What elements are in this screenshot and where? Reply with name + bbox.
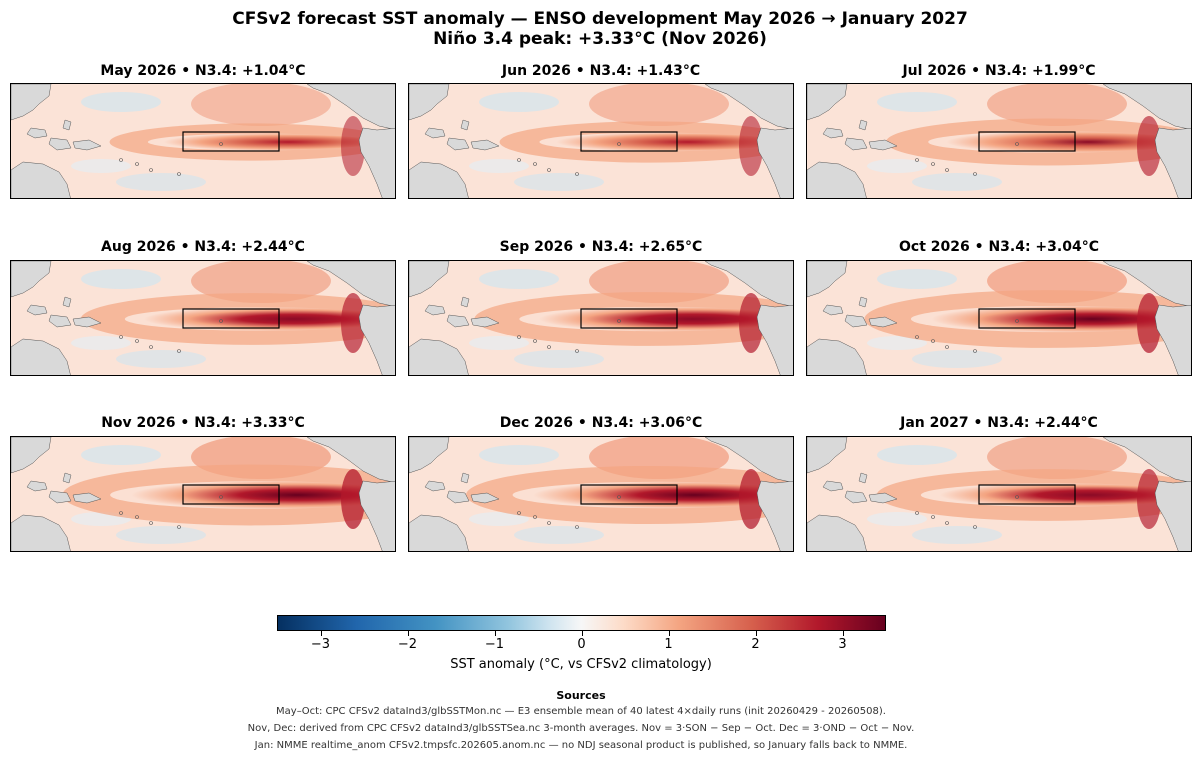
nino34-box	[580, 484, 678, 505]
colorbar-tick-label: 0	[577, 637, 586, 652]
sst-anomaly-map	[10, 436, 396, 552]
colorbar-tick	[494, 631, 496, 636]
nino34-box	[182, 131, 280, 152]
nino34-box	[182, 484, 280, 505]
colorbar-tick-label: 1	[664, 637, 673, 652]
nino34-box	[580, 131, 678, 152]
colorbar-tick-label: −3	[310, 637, 331, 652]
sst-anomaly-map	[10, 260, 396, 376]
colorbar-tick	[581, 631, 583, 636]
panel-title: Jun 2026 • N3.4: +1.43°C	[501, 63, 701, 79]
colorbar	[277, 615, 886, 631]
source-line-3: Jan: NMME realtime_anom CFSv2.tmpsfc.202…	[254, 740, 908, 751]
figure-title: CFSv2 forecast SST anomaly — ENSO develo…	[232, 9, 968, 29]
sst-anomaly-map	[408, 260, 794, 376]
sources-heading: Sources	[556, 689, 606, 702]
panel-title: Jul 2026 • N3.4: +1.99°C	[902, 63, 1096, 79]
nino34-box	[978, 131, 1076, 152]
colorbar-tick	[755, 631, 757, 636]
sst-anomaly-map	[806, 83, 1192, 199]
nino34-box	[580, 308, 678, 329]
colorbar-label: SST anomaly (°C, vs CFSv2 climatology)	[450, 657, 712, 672]
sst-anomaly-map	[806, 436, 1192, 552]
colorbar-tick	[407, 631, 409, 636]
source-line-2: Nov, Dec: derived from CPC CFSv2 dataInd…	[247, 723, 915, 734]
sst-anomaly-map	[408, 83, 794, 199]
colorbar-tick	[668, 631, 670, 636]
panel-title: Dec 2026 • N3.4: +3.06°C	[499, 415, 703, 431]
panel-title: Nov 2026 • N3.4: +3.33°C	[101, 415, 305, 431]
colorbar-tick-label: 2	[751, 637, 760, 652]
nino34-box	[978, 308, 1076, 329]
colorbar-tick-label: −1	[484, 637, 505, 652]
colorbar-tick	[320, 631, 322, 636]
colorbar-tick-label: 3	[838, 637, 847, 652]
colorbar-tick-label: −2	[397, 637, 418, 652]
nino34-box	[182, 308, 280, 329]
colorbar-tick	[842, 631, 844, 636]
panel-title: Sep 2026 • N3.4: +2.65°C	[499, 239, 703, 255]
sst-anomaly-map	[408, 436, 794, 552]
sst-anomaly-map	[10, 83, 396, 199]
sst-anomaly-map	[806, 260, 1192, 376]
panel-title: Jan 2027 • N3.4: +2.44°C	[900, 415, 1098, 431]
figure-subtitle: Niño 3.4 peak: +3.33°C (Nov 2026)	[433, 29, 767, 49]
nino34-box	[978, 484, 1076, 505]
source-line-1: May–Oct: CPC CFSv2 dataInd3/glbSSTMon.nc…	[276, 706, 886, 717]
panel-title: May 2026 • N3.4: +1.04°C	[100, 63, 306, 79]
panel-title: Aug 2026 • N3.4: +2.44°C	[101, 239, 305, 255]
panel-title: Oct 2026 • N3.4: +3.04°C	[899, 239, 1099, 255]
